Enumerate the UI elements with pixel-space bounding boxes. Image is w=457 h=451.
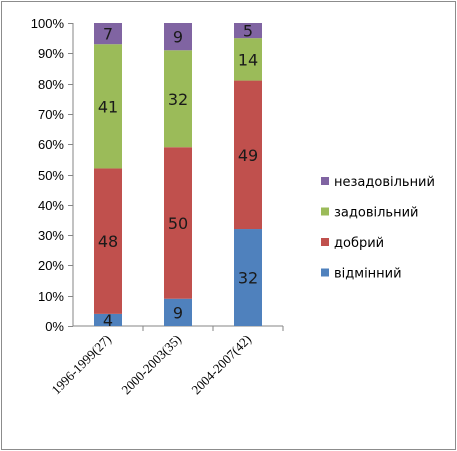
data-label: 4 bbox=[103, 311, 113, 330]
bar-segment bbox=[94, 44, 122, 169]
bar-segment bbox=[94, 23, 122, 45]
bar-segment bbox=[94, 313, 122, 326]
x-category-label: 1996-1999(27) bbox=[48, 332, 114, 398]
data-label: 41 bbox=[98, 97, 118, 116]
y-tick-label: 20% bbox=[38, 258, 64, 273]
y-tick-label: 40% bbox=[38, 198, 64, 213]
y-tick-label: 90% bbox=[38, 46, 64, 61]
legend-swatch bbox=[321, 177, 329, 185]
data-label: 48 bbox=[98, 232, 118, 251]
y-tick-label: 0% bbox=[45, 319, 64, 334]
bar-segment bbox=[234, 80, 262, 230]
legend-swatch bbox=[321, 238, 329, 246]
legend-label: задовільний bbox=[334, 206, 418, 221]
data-label: 14 bbox=[238, 50, 258, 69]
bar-segment bbox=[164, 147, 192, 299]
y-tick-label: 70% bbox=[38, 107, 64, 122]
legend-label: незадовільний bbox=[334, 175, 435, 190]
y-tick-label: 80% bbox=[38, 77, 64, 92]
x-category-label: 2004-2007(42) bbox=[188, 332, 254, 398]
y-tick-label: 10% bbox=[38, 289, 64, 304]
y-tick-label: 30% bbox=[38, 228, 64, 243]
bar-segment bbox=[234, 229, 262, 326]
y-tick-label: 100% bbox=[31, 16, 65, 31]
bar-segment bbox=[94, 168, 122, 314]
x-category-label: 2000-2003(35) bbox=[118, 332, 184, 398]
legend-label: відмінний bbox=[334, 267, 402, 282]
data-label: 32 bbox=[238, 269, 258, 288]
data-label: 9 bbox=[173, 303, 183, 322]
legend-label: добрий bbox=[334, 236, 384, 251]
data-label: 5 bbox=[243, 22, 253, 41]
legend-swatch bbox=[321, 207, 329, 216]
data-label: 32 bbox=[168, 90, 188, 109]
legend-swatch bbox=[321, 268, 329, 277]
bar-segment bbox=[234, 23, 262, 39]
bar-segment bbox=[164, 50, 192, 148]
bar-segment bbox=[164, 23, 192, 51]
data-label: 49 bbox=[238, 146, 258, 165]
y-tick-label: 60% bbox=[38, 137, 64, 152]
data-label: 9 bbox=[173, 28, 183, 47]
data-label: 7 bbox=[103, 25, 113, 44]
bar-segment bbox=[234, 38, 262, 81]
y-tick-label: 50% bbox=[38, 168, 64, 183]
bar-segment bbox=[164, 298, 192, 326]
data-label: 50 bbox=[168, 214, 188, 233]
